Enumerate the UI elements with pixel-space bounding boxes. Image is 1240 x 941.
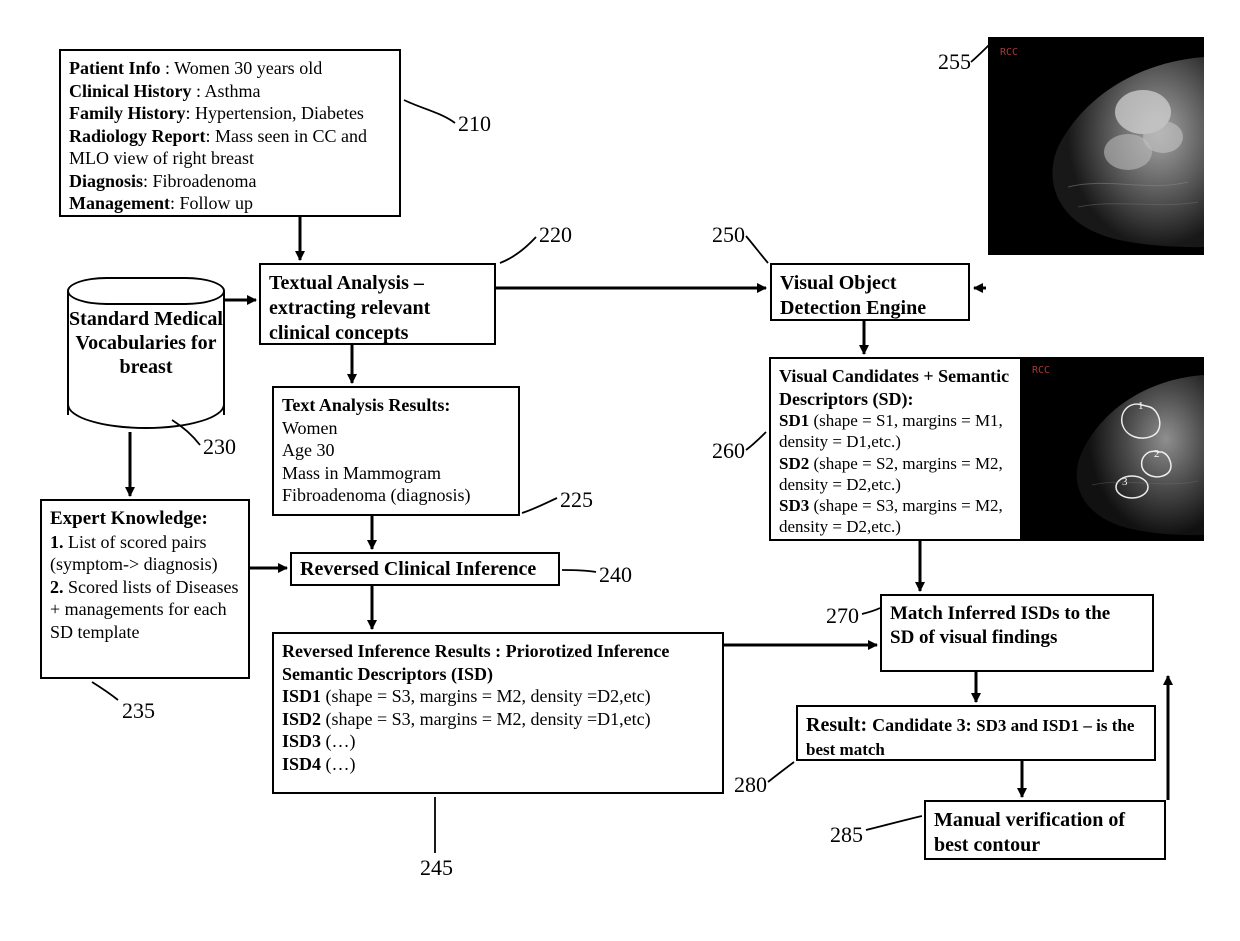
value: (…) <box>321 754 356 774</box>
label: ISD4 <box>282 754 321 774</box>
label: ISD2 <box>282 709 321 729</box>
value: : Asthma <box>192 81 261 101</box>
label: SD3 <box>779 496 809 515</box>
value: (shape = S3, margins = M2, density =D2,e… <box>321 686 651 706</box>
ref-260: 260 <box>712 438 745 464</box>
vocabularies-cylinder: Standard Medical Vocabularies for breast <box>67 277 225 429</box>
manual-verification-box: Manual verification of best contour <box>924 800 1166 860</box>
svg-text:2: 2 <box>1154 448 1160 460</box>
label: Diagnosis <box>69 171 143 191</box>
value: (shape = S3, margins = M2, density =D1,e… <box>321 709 651 729</box>
box-title: Visual Candidates + Semantic Descriptors… <box>779 366 1009 409</box>
line: Match Inferred ISDs to the <box>890 602 1144 626</box>
ref-225: 225 <box>560 487 593 513</box>
cylinder-label: Standard Medical Vocabularies for breast <box>67 307 225 379</box>
ref-235: 235 <box>122 698 155 724</box>
value: Scored lists of Diseases + managements f… <box>50 577 238 642</box>
value: : Women 30 years old <box>161 58 323 78</box>
value: Mass in Mammogram <box>282 462 510 485</box>
box-title: Reversed Inference Results : Priorotized… <box>282 641 669 684</box>
label: Radiology Report <box>69 126 206 146</box>
patient-info-box: Patient Info : Women 30 years old Clinic… <box>59 49 401 217</box>
box-title: Expert Knowledge: <box>50 508 208 529</box>
textual-analysis-box: Textual Analysis – extracting relevant c… <box>259 263 496 345</box>
value: (shape = S1, margins = M1, density = D1,… <box>779 411 1003 451</box>
value: List of scored pairs (symptom-> diagnosi… <box>50 532 218 575</box>
label: Management <box>69 193 170 213</box>
label: SD1 <box>779 411 809 430</box>
label: Patient Info <box>69 58 161 78</box>
box-title: Reversed Clinical Inference <box>300 558 536 580</box>
result-box: Result: Candidate 3: SD3 and ISD1 – is t… <box>796 705 1156 761</box>
match-isds-box: Match Inferred ISDs to the SD of visual … <box>880 594 1154 672</box>
box-title: Textual Analysis – extracting relevant c… <box>269 272 430 344</box>
label: Family History <box>69 103 185 123</box>
ref-250: 250 <box>712 222 745 248</box>
value: (shape = S3, margins = M2, density = D2,… <box>779 496 1003 536</box>
mammogram-candidates-image: 1 2 3 RCC <box>1022 357 1204 541</box>
ref-230: 230 <box>203 434 236 460</box>
label: ISD3 <box>282 731 321 751</box>
ref-285: 285 <box>830 822 863 848</box>
value: (…) <box>321 731 356 751</box>
rcc-label: RCC <box>1000 47 1018 58</box>
label: SD2 <box>779 454 809 473</box>
text-results-box: Text Analysis Results: Women Age 30 Mass… <box>272 386 520 516</box>
value: : Hypertension, Diabetes <box>185 103 363 123</box>
rcc-label: RCC <box>1032 365 1050 376</box>
value: Candidate 3: <box>872 715 972 735</box>
reversed-inference-results-box: Reversed Inference Results : Priorotized… <box>272 632 724 794</box>
value: Age 30 <box>282 439 510 462</box>
box-title: Text Analysis Results: <box>282 395 450 415</box>
visual-object-detection-box: Visual Object Detection Engine <box>770 263 970 321</box>
ref-255: 255 <box>938 49 971 75</box>
ref-280: 280 <box>734 772 767 798</box>
value: : Follow up <box>170 193 253 213</box>
value: Women <box>282 417 510 440</box>
ref-270: 270 <box>826 603 859 629</box>
svg-text:1: 1 <box>1138 400 1144 412</box>
label: ISD1 <box>282 686 321 706</box>
expert-knowledge-box: Expert Knowledge: 1. List of scored pair… <box>40 499 250 679</box>
value: (shape = S2, margins = M2, density = D2,… <box>779 454 1003 494</box>
label: 2. <box>50 577 64 597</box>
visual-candidates-box: Visual Candidates + Semantic Descriptors… <box>769 357 1022 541</box>
value: : Fibroadenoma <box>143 171 256 191</box>
reversed-clinical-inference-box: Reversed Clinical Inference <box>290 552 560 586</box>
label: Clinical History <box>69 81 192 101</box>
mammogram-input-image: RCC <box>988 37 1204 255</box>
ref-210: 210 <box>458 111 491 137</box>
value: Fibroadenoma (diagnosis) <box>282 484 510 507</box>
line: SD of visual findings <box>890 626 1144 650</box>
ref-220: 220 <box>539 222 572 248</box>
ref-245: 245 <box>420 855 453 881</box>
box-title: Manual verification of best contour <box>934 809 1125 856</box>
ref-240: 240 <box>599 562 632 588</box>
box-title: Visual Object Detection Engine <box>780 272 926 319</box>
label: 1. <box>50 532 64 552</box>
label: Result: <box>806 714 872 736</box>
